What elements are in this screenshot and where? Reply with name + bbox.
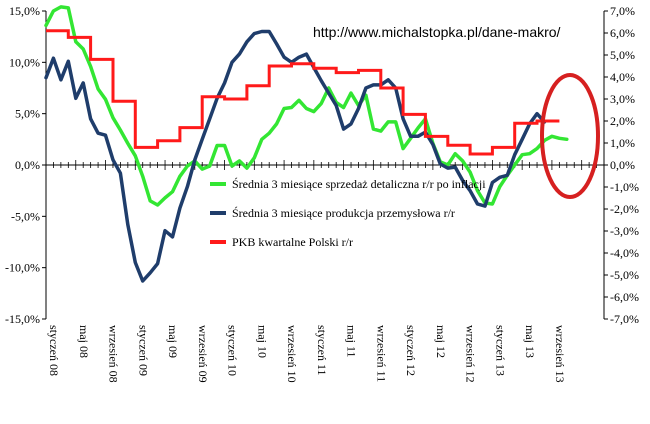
right-y-tick-label: -3,0% [610,224,639,238]
left-y-tick-label: 15,0% [9,4,40,18]
x-tick-label: styczeń 12 [404,325,418,376]
right-y-tick-label: 0,0% [610,158,635,172]
x-tick-label: wrzesień 09 [196,325,210,383]
highlight-ellipse [540,73,600,199]
x-tick-label: maj 12 [434,325,448,358]
x-tick-label: wrzesień 08 [107,325,121,383]
x-tick-label: styczeń 13 [493,325,507,376]
right-y-tick-label: -6,0% [610,290,639,304]
series-layer [44,5,569,283]
x-tick-label: styczeń 09 [136,325,150,376]
right-y-tick-label: 2,0% [610,114,635,128]
right-y-tick-label: 5,0% [610,48,635,62]
x-tick-label: styczeń 10 [226,325,240,376]
x-tick-label: wrzesień 13 [553,325,567,383]
x-tick-label: maj 09 [166,325,180,358]
right-y-tick-label: -5,0% [610,268,639,282]
right-y-tick-label: -4,0% [610,246,639,260]
legend: Średnia 3 miesiące sprzedaż detaliczna r… [210,177,486,249]
source-url-annotation: http://www.michalstopka.pl/dane-makro/ [313,24,561,40]
right-y-tick-label: 1,0% [610,136,635,150]
x-tick-label: wrzesień 10 [285,325,299,383]
series-line-gdp [46,29,560,156]
x-tick-label: wrzesień 12 [464,325,478,383]
left-y-tick-label: -15,0% [5,312,40,326]
series-line-production [44,29,547,283]
x-tick-label: styczeń 08 [47,325,61,376]
x-tick-label: maj 10 [255,325,269,358]
left-y-tick-label: 10,0% [9,55,40,69]
right-y-tick-label: -1,0% [610,180,639,194]
x-tick-label: wrzesień 11 [374,325,388,382]
right-y-tick-label: 7,0% [610,4,635,18]
legend-label-production: Średnia 3 miesiące produkcja przemysłowa… [232,206,455,220]
series-line-retail [44,5,569,207]
left-y-tick-label: -5,0% [11,209,40,223]
right-y-tick-label: -7,0% [610,312,639,326]
right-y-tick-label: 3,0% [610,92,635,106]
right-y-tick-label: 6,0% [610,26,635,40]
left-y-tick-label: -10,0% [5,261,40,275]
left-y-tick-label: 5,0% [15,107,40,121]
left-y-tick-label: 0,0% [15,158,40,172]
x-tick-label: maj 11 [345,325,359,358]
legend-label-retail: Średnia 3 miesiące sprzedaż detaliczna r… [232,177,486,191]
x-tick-label: styczeń 11 [315,325,329,376]
x-tick-label: maj 08 [77,325,91,358]
right-y-tick-label: 4,0% [610,70,635,84]
right-y-tick-label: -2,0% [610,202,639,216]
legend-label-gdp: PKB kwartalne Polski r/r [232,235,353,249]
x-tick-label: maj 13 [523,325,537,358]
